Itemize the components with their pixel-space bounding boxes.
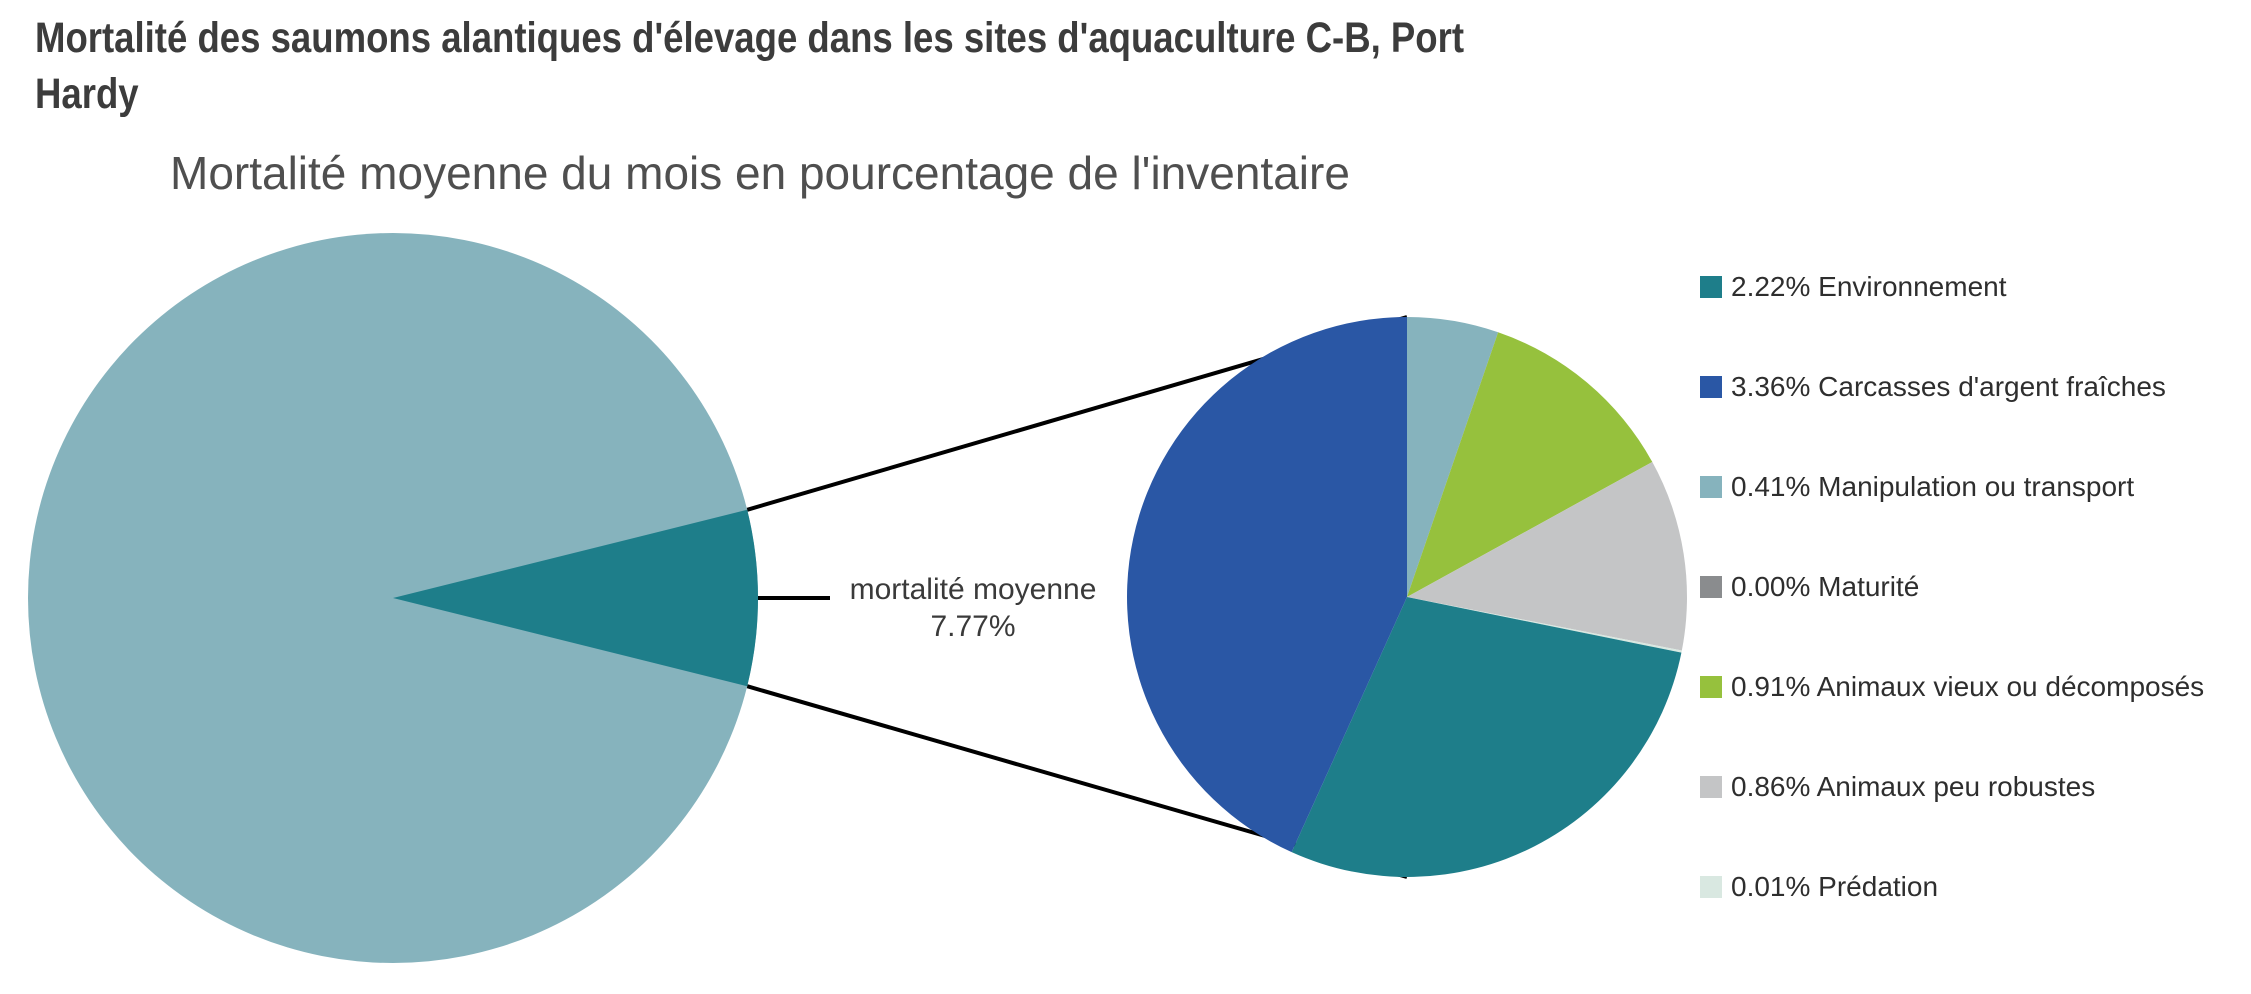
legend-item-carcasses-argent-fraiches: 3.36% Carcasses d'argent fraîches: [1700, 365, 2166, 409]
legend-item-environnement: 2.22% Environnement: [1700, 265, 2007, 309]
big-pie-total-wedge: [393, 509, 758, 687]
legend-swatch-predation: [1700, 876, 1722, 898]
legend-item-maturite: 0.00% Maturité: [1700, 565, 1919, 609]
small-pie-slice-animaux-vieux-decomposes: [1407, 332, 1653, 597]
small-pie-slice-carcasses-argent-fraiches: [1127, 317, 1407, 853]
legend-swatch-animaux-vieux-decomposes: [1700, 676, 1722, 698]
legend-swatch-animaux-peu-robustes: [1700, 776, 1722, 798]
legend-item-predation: 0.01% Prédation: [1700, 865, 1938, 909]
legend-item-manipulation-transport: 0.41% Manipulation ou transport: [1700, 465, 2134, 509]
legend-label-predation: 0.01% Prédation: [1731, 871, 1939, 902]
page-title: Mortalité des saumons alantiques d'éleva…: [35, 14, 1465, 118]
legend-swatch-manipulation-transport: [1700, 476, 1722, 498]
legend-label-carcasses-argent-fraiches: 3.36% Carcasses d'argent fraîches: [1731, 371, 2166, 402]
callout-label-value: 7.77%: [930, 610, 1016, 643]
wedge-callout-label: mortalité moyenne 7.77%: [838, 571, 1108, 645]
legend-label-animaux-peu-robustes: 0.86% Animaux peu robustes: [1731, 771, 2096, 802]
chart-title: Mortalité moyenne du mois en pourcentage…: [170, 147, 1350, 199]
legend-item-animaux-vieux-decomposes: 0.91% Animaux vieux ou décomposés: [1700, 665, 2204, 709]
legend-label-maturite: 0.00% Maturité: [1731, 571, 1920, 602]
small-pie-slice-environnement: [1291, 597, 1682, 877]
legend-swatch-environnement: [1700, 276, 1722, 298]
callout-label-text: mortalité moyenne: [849, 573, 1097, 606]
small-pie-slice-predation: [1407, 597, 1682, 653]
small-pie-slice-animaux-peu-robustes: [1407, 461, 1687, 651]
legend-item-animaux-peu-robustes: 0.86% Animaux peu robustes: [1700, 765, 2095, 809]
legend-label-animaux-vieux-decomposes: 0.91% Animaux vieux ou décomposés: [1731, 671, 2205, 702]
legend-swatch-carcasses-argent-fraiches: [1700, 376, 1722, 398]
small-pie-slice-manipulation-transport: [1407, 317, 1499, 597]
legend-label-environnement: 2.22% Environnement: [1731, 271, 2007, 302]
legend-label-manipulation-transport: 0.41% Manipulation ou transport: [1731, 471, 2135, 502]
legend-swatch-maturite: [1700, 576, 1722, 598]
